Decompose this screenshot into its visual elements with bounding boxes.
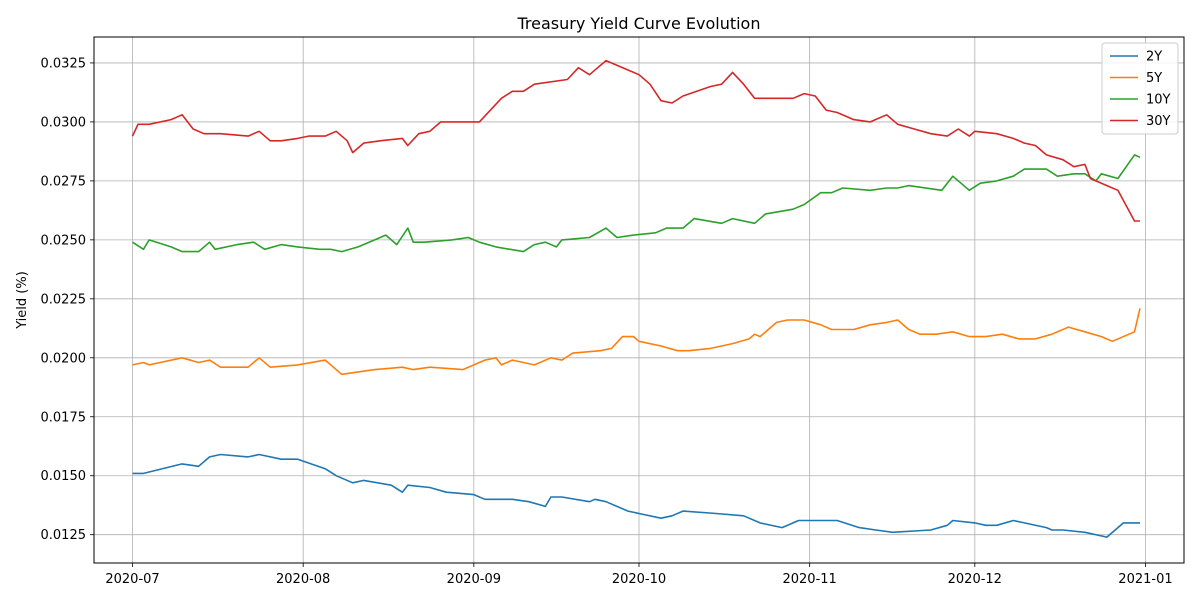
grid-lines [94,37,1184,563]
legend-box [1101,42,1179,135]
legend-label-5y: 5Y [1146,71,1162,86]
x-tick-label: 2020-08 [276,572,330,587]
chart-title: Treasury Yield Curve Evolution [517,14,761,33]
y-tick-label: 0.0325 [41,56,87,71]
y-tick-label: 0.0150 [41,469,87,484]
y-tick-label: 0.0300 [41,115,87,130]
series-line-2y [132,453,1140,538]
legend-label-30y: 30Y [1146,114,1171,129]
y-tick-label: 0.0175 [41,410,87,425]
series-line-10y [132,154,1141,253]
y-tick-label: 0.0250 [41,233,87,248]
series-lines [131,59,1141,538]
x-tick-label: 2020-12 [948,572,1002,587]
series-line-30y [131,59,1140,222]
y-axis-title: Yield (%) [15,271,30,330]
legend: 2Y 5Y 10Y 30Y [1101,42,1179,135]
x-tick-label: 2020-09 [447,572,501,587]
x-tick-label: 2020-10 [612,572,666,587]
legend-label-2y: 2Y [1146,50,1162,65]
x-tick-label: 2020-11 [782,572,836,587]
y-axis: 0.0125 0.0150 0.0175 0.0200 0.0225 0.0250 0.02… [41,56,94,543]
y-tick-label: 0.0275 [41,174,87,189]
y-tick-label: 0.0200 [41,351,87,366]
y-tick-label: 0.0225 [41,292,87,307]
legend-label-10y: 10Y [1146,93,1171,108]
x-tick-label: 2020-07 [105,572,159,587]
series-line-5y [132,308,1141,376]
x-tick-label: 2021-01 [1118,572,1172,587]
x-axis: 2020-07 2020-08 2020-09 2020-10 2020-11 2020-… [105,563,1173,587]
y-tick-label: 0.0125 [41,528,87,543]
